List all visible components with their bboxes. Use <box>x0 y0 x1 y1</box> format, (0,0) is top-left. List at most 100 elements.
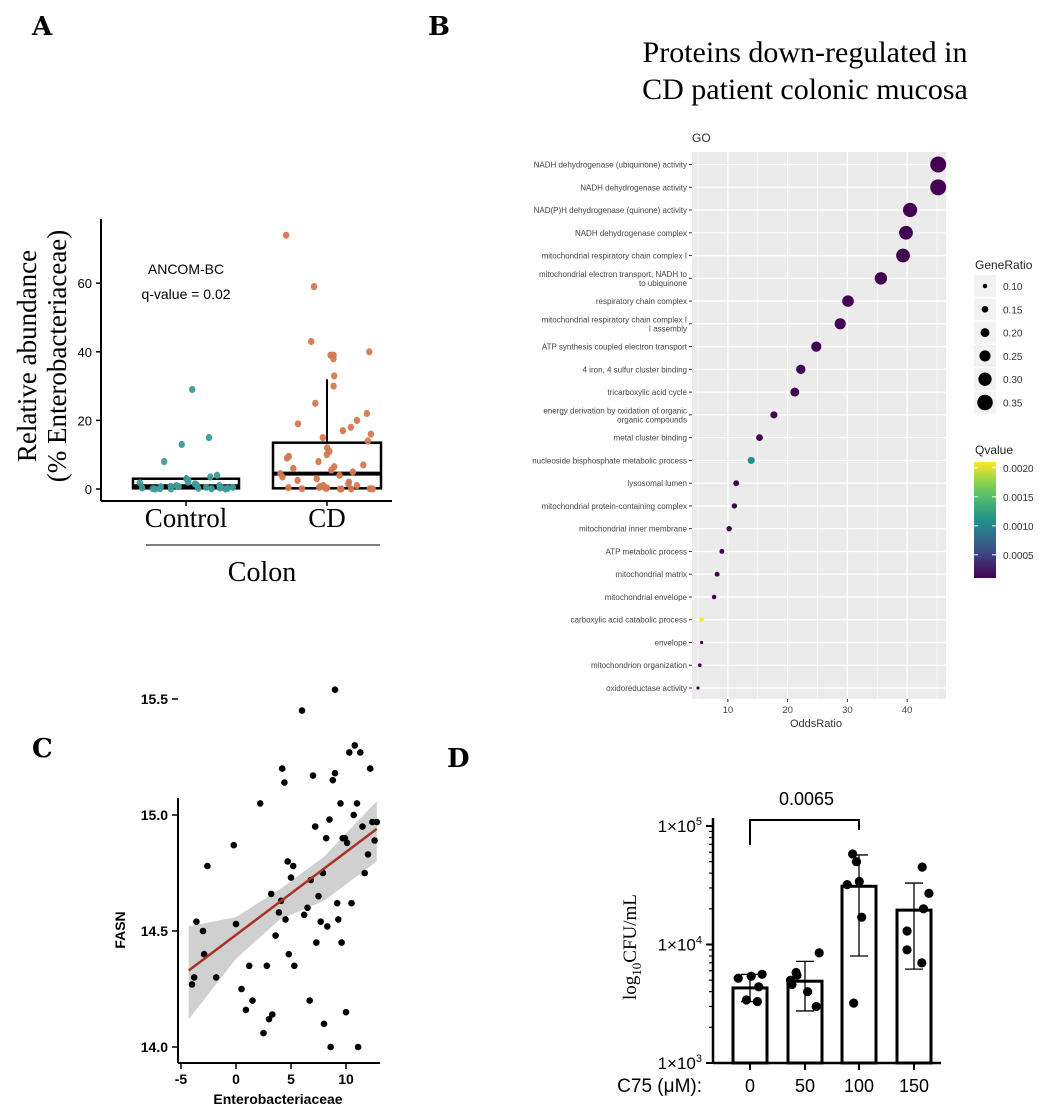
panel-b-point <box>697 663 702 668</box>
panel-b-term-label: NAD(P)H dehydrogenase (quinone) activity <box>534 206 687 215</box>
panel-b-term-label: tricarboxylic acid cycle <box>607 388 687 397</box>
panel-d-pvalue-label: 0.0065 <box>779 789 834 809</box>
panel-b-term-label: mitochondrion organization <box>591 661 687 670</box>
panel-c-point <box>320 1020 328 1028</box>
panel-a-chart: Relative abundance (% Enterobacteriaceae… <box>12 219 392 588</box>
panel-c-point <box>357 749 364 756</box>
panel-d-point <box>811 1001 821 1012</box>
panel-d-point <box>924 888 934 899</box>
panel-a-point <box>213 471 221 479</box>
panel-a-point <box>348 485 355 493</box>
panel-d-point <box>741 995 752 1005</box>
panel-d-significance-bracket <box>749 819 860 845</box>
panel-c-point <box>366 765 374 772</box>
panel-a-point <box>322 484 330 492</box>
panel-letter-b: B <box>428 12 450 42</box>
panel-a-point <box>290 464 297 472</box>
panel-c-chart: FASN Enterobacteriaceae 14.0 14.5 15.0 15.5… <box>112 686 381 1107</box>
panel-b-term-label: carboxylic acid catabolic process <box>571 616 688 625</box>
panel-a-point <box>328 466 335 474</box>
panel-d-ylabel-prefix: log <box>620 975 641 1000</box>
panel-c-y-tick-label: 14.0 <box>141 1039 168 1055</box>
panel-c-point <box>287 874 295 881</box>
panel-b-x-tick-label: 10 <box>723 705 734 716</box>
panel-c-point <box>342 1008 350 1016</box>
panel-a-point <box>364 437 372 445</box>
panel-letter-a: A <box>31 12 53 42</box>
panel-c-regression-line <box>187 827 378 972</box>
panel-a-point <box>229 483 236 491</box>
panel-a-point <box>363 409 371 418</box>
panel-d-point <box>902 945 912 955</box>
panel-c-point <box>275 909 283 916</box>
panel-c-point <box>371 837 378 844</box>
panel-c-point <box>373 818 381 826</box>
panel-b-term-label: energy derivation by oxidation of organi… <box>543 406 687 415</box>
panel-b-x-tick-label: 20 <box>782 705 793 716</box>
panel-b-point <box>896 248 910 263</box>
panel-b-point <box>696 686 700 690</box>
panel-d-point <box>814 948 824 958</box>
panel-b-colorbar-label: 0.0020 <box>1003 464 1034 475</box>
panel-b-title-line2: CD patient colonic mucosa <box>642 73 968 106</box>
panel-b-size-legend-label: 0.25 <box>1003 352 1023 363</box>
panel-a-point <box>336 471 343 479</box>
panel-b-point <box>756 434 763 441</box>
panel-a-point <box>189 385 196 394</box>
panel-d-point <box>733 973 743 983</box>
panel-c-point <box>285 950 293 958</box>
panel-d-point <box>752 997 763 1007</box>
panel-c-point <box>322 834 330 842</box>
panel-a-point <box>347 423 354 431</box>
panel-b-point <box>714 571 720 577</box>
panel-b-term-label: NADH dehydrogenase (ubiquinone) activity <box>534 161 687 170</box>
panel-c-point <box>306 997 314 1004</box>
panel-a-point <box>323 451 330 459</box>
panel-c-point <box>188 981 196 988</box>
panel-a-point <box>216 484 223 492</box>
panel-c-point <box>309 772 317 779</box>
panel-b-term-label: respiratory chain complex <box>596 297 687 306</box>
panel-c-confidence-band <box>188 801 377 1020</box>
panel-c-point <box>353 800 361 807</box>
panel-a-point <box>366 348 373 356</box>
panel-b-color-legend-title: Qvalue <box>975 443 1013 457</box>
panel-c-point <box>326 816 333 823</box>
panel-b-colorbar <box>974 462 996 578</box>
panel-c-point <box>304 904 311 912</box>
panel-a-point <box>353 416 361 424</box>
panel-d-y-tick-label: 1×103 <box>658 1053 702 1073</box>
panel-c-point <box>269 1011 276 1018</box>
panel-b-point <box>700 640 704 645</box>
panel-b-term-label: metal cluster binding <box>614 434 687 443</box>
panel-d-y-tick-base: 1×10 <box>658 817 696 836</box>
panel-b-size-legend-dot <box>981 305 989 313</box>
panel-a-point <box>203 483 210 491</box>
panel-c-x-tick-label: 10 <box>338 1071 354 1087</box>
panel-d-y-tick-exp: 3 <box>696 1053 702 1065</box>
panel-d-category-label: 0 <box>745 1076 755 1096</box>
panel-c-point <box>331 686 339 693</box>
panel-b-size-legend-dot <box>980 328 990 338</box>
panel-c-y-tick-label: 14.5 <box>141 923 168 939</box>
panel-b-term-label: mitochondrial respiratory chain complex … <box>542 252 687 261</box>
panel-b-size-legend-label: 0.30 <box>1003 375 1023 386</box>
panel-a-point <box>283 454 291 462</box>
panel-c-point <box>364 851 372 858</box>
panel-c-point <box>300 911 308 919</box>
panel-c-point <box>282 916 289 923</box>
panel-c-point <box>245 962 253 970</box>
panel-b-point <box>874 272 888 285</box>
panel-a-y-tick-label: 40 <box>78 345 92 360</box>
panel-d-y-tick-base: 1×10 <box>658 936 696 955</box>
panel-c-point <box>193 918 200 925</box>
panel-c-point <box>242 1006 250 1014</box>
panel-c-point <box>284 858 292 865</box>
panel-a-point <box>175 483 182 491</box>
panel-d-ylabel-sub: 10 <box>629 963 644 976</box>
panel-b-point <box>770 411 778 419</box>
panel-b-term-label: nucleoside bisphosphate metabolic proces… <box>532 456 687 465</box>
panel-c-point <box>263 962 271 970</box>
panel-c-point <box>327 1043 334 1051</box>
